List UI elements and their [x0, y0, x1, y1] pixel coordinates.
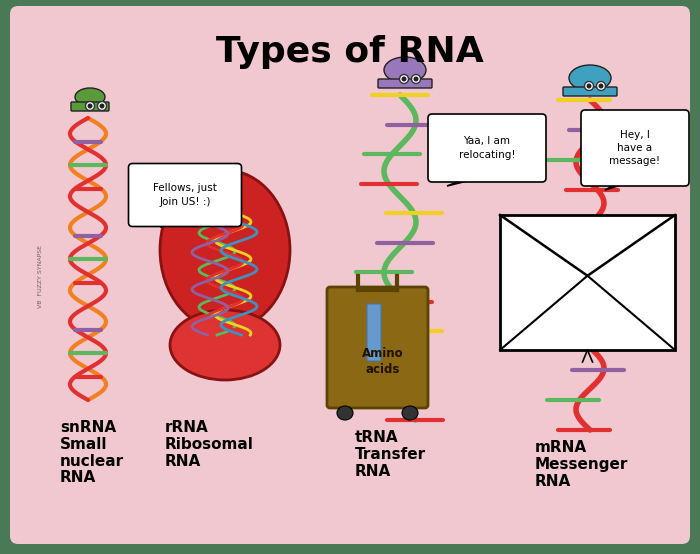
- FancyBboxPatch shape: [327, 287, 428, 408]
- Ellipse shape: [85, 101, 94, 110]
- Ellipse shape: [402, 76, 407, 81]
- Text: Types of RNA: Types of RNA: [216, 35, 484, 69]
- Ellipse shape: [584, 81, 594, 90]
- Ellipse shape: [170, 310, 280, 380]
- Ellipse shape: [384, 57, 426, 83]
- Text: Fellows, just
Join US! :): Fellows, just Join US! :): [153, 183, 217, 207]
- FancyBboxPatch shape: [563, 87, 617, 96]
- Ellipse shape: [596, 81, 606, 90]
- Ellipse shape: [75, 88, 105, 106]
- Ellipse shape: [160, 170, 290, 330]
- Text: VB  FUZZY SYNAPSE: VB FUZZY SYNAPSE: [38, 245, 43, 309]
- Text: tRNA
Transfer
RNA: tRNA Transfer RNA: [355, 430, 426, 479]
- Text: Yaa, I am
relocating!: Yaa, I am relocating!: [458, 136, 515, 160]
- FancyBboxPatch shape: [129, 163, 242, 227]
- FancyBboxPatch shape: [10, 6, 690, 544]
- Ellipse shape: [88, 104, 92, 109]
- Text: mRNA
Messenger
RNA: mRNA Messenger RNA: [535, 440, 629, 489]
- Ellipse shape: [412, 74, 421, 84]
- Ellipse shape: [97, 101, 106, 110]
- FancyBboxPatch shape: [367, 304, 381, 361]
- FancyBboxPatch shape: [500, 215, 675, 350]
- Text: Hey, I
have a
message!: Hey, I have a message!: [610, 130, 661, 166]
- FancyBboxPatch shape: [428, 114, 546, 182]
- Polygon shape: [447, 174, 495, 186]
- Ellipse shape: [598, 84, 603, 89]
- Ellipse shape: [414, 76, 419, 81]
- Text: rRNA
Ribosomal
RNA: rRNA Ribosomal RNA: [165, 420, 254, 469]
- Ellipse shape: [402, 406, 418, 420]
- Ellipse shape: [99, 104, 104, 109]
- Text: Amino
acids: Amino acids: [362, 347, 403, 376]
- Ellipse shape: [180, 195, 210, 215]
- FancyBboxPatch shape: [581, 110, 689, 186]
- Polygon shape: [605, 178, 643, 190]
- Ellipse shape: [569, 65, 611, 91]
- Polygon shape: [160, 218, 193, 227]
- FancyBboxPatch shape: [378, 79, 432, 88]
- Ellipse shape: [400, 74, 409, 84]
- Ellipse shape: [587, 84, 592, 89]
- FancyBboxPatch shape: [71, 102, 109, 111]
- Text: snRNA
Small
nuclear
RNA: snRNA Small nuclear RNA: [60, 420, 124, 485]
- Ellipse shape: [337, 406, 353, 420]
